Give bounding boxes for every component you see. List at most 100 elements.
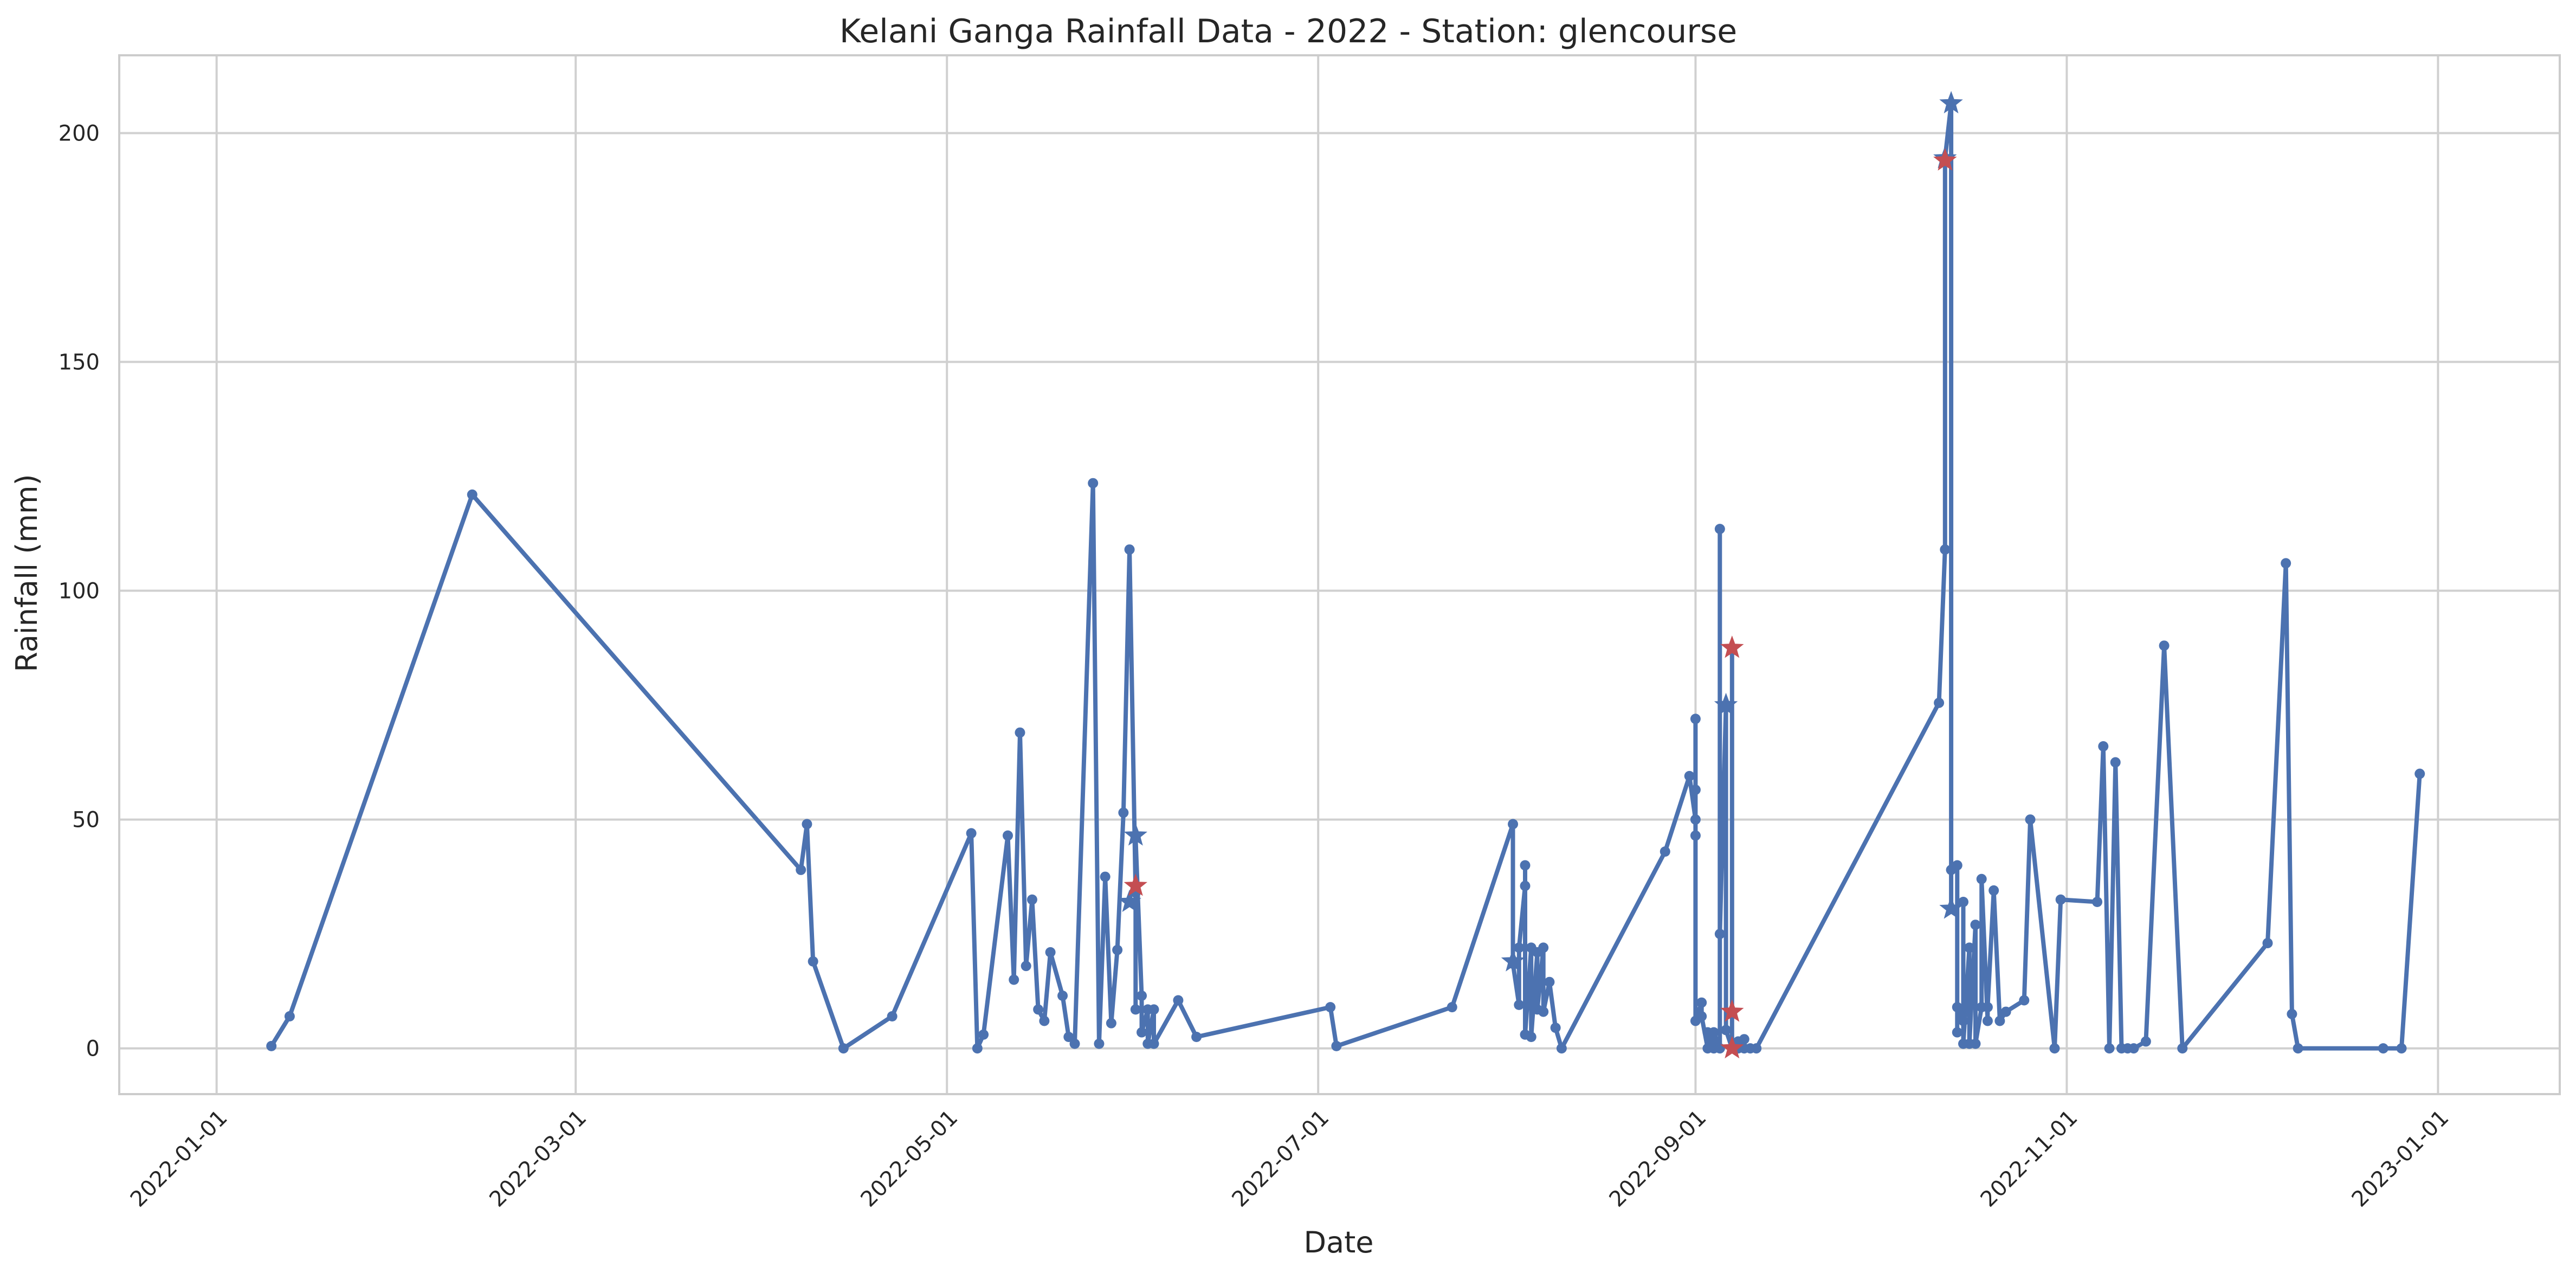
rainfall-point [1331, 1040, 1342, 1051]
rainfall-point [2055, 894, 2066, 905]
rainfall-point [1958, 896, 1969, 907]
grid-lines [119, 55, 2560, 1094]
rainfall-point [2177, 1043, 2188, 1054]
rainfall-point [1106, 1018, 1116, 1029]
rainfall-point [1976, 873, 1987, 884]
rainfall-point [838, 1043, 849, 1054]
rainfall-point [1191, 1031, 1202, 1042]
rainfall-point [1137, 991, 1147, 1001]
y-tick-label: 50 [72, 808, 100, 833]
highlight-star-marker [1720, 1036, 1744, 1059]
rainfall-point [1739, 1034, 1749, 1045]
x-tick-label: 2022-01-01 [126, 1106, 233, 1212]
rainfall-point [2128, 1043, 2139, 1054]
rainfall-point [978, 1029, 989, 1040]
rainfall-point [1934, 697, 1945, 708]
rainfall-point [1021, 961, 1031, 972]
highlight-star-marker [1118, 889, 1141, 912]
plot-border [118, 54, 2561, 1095]
rainfall-point [1958, 1016, 1969, 1026]
rainfall-point [1660, 846, 1670, 857]
rainfall-point [1009, 974, 1019, 985]
rainfall-point [1964, 942, 1975, 953]
rainfall-point [1447, 1002, 1457, 1013]
rainfall-point [2000, 1006, 2011, 1017]
rainfall-point [1173, 995, 1184, 1006]
rainfall-point [1057, 991, 1068, 1001]
rainfall-point [1100, 871, 1111, 882]
rainfall-point [2396, 1043, 2407, 1054]
rainfall-point [1982, 1002, 1993, 1013]
rainfall-point [2262, 937, 2273, 948]
rainfall-point [1940, 544, 1951, 555]
y-tick-label: 200 [59, 121, 100, 146]
rainfall-point [1526, 1031, 1536, 1042]
rainfall-point [1069, 1038, 1080, 1049]
axes-frame [118, 54, 2561, 1095]
y-tick-label: 100 [59, 579, 100, 604]
rainfall-point [1148, 1038, 1159, 1049]
rainfall-point [2098, 741, 2109, 752]
highlight-star-marker [1720, 999, 1744, 1022]
rainfall-point [1544, 976, 1555, 987]
y-axis-label: Rainfall (mm) [10, 474, 44, 672]
rainfall-point [266, 1040, 277, 1051]
rainfall-point [467, 489, 477, 500]
rainfall-point [1696, 997, 1707, 1008]
rainfall-point [802, 819, 812, 830]
rainfall-point [1033, 1004, 1044, 1015]
rainfall-point [1137, 1027, 1147, 1038]
rainfall-point [1026, 894, 1037, 905]
rainfall-point [1514, 942, 1525, 953]
x-tick-label: 2022-03-01 [485, 1106, 591, 1212]
rainfall-point [1538, 942, 1549, 953]
rainfall-point [2025, 814, 2036, 825]
rainfall-point [966, 828, 977, 839]
rainfall-point [1118, 807, 1129, 818]
plot-area [266, 91, 2425, 1059]
rainfall-point [1148, 1004, 1159, 1015]
rainfall-point [1130, 1004, 1141, 1015]
rainfall-point [1690, 814, 1701, 825]
x-tick-label: 2022-07-01 [1227, 1106, 1334, 1212]
rainfall-point [1970, 920, 1981, 930]
x-tick-label: 2022-11-01 [1976, 1106, 2083, 1212]
highlight-star-marker [1720, 635, 1744, 658]
rainfall-point [2287, 1008, 2297, 1019]
rainfall-point [1982, 1016, 1993, 1026]
rainfall-point [1063, 1031, 1074, 1042]
rainfall-point [1690, 714, 1701, 724]
x-tick-label: 2022-05-01 [856, 1106, 963, 1212]
rainfall-point [1550, 1023, 1561, 1033]
rainfall-point [1952, 1027, 1962, 1038]
highlight-star-marker [1714, 692, 1738, 715]
rainfall-point [1112, 944, 1123, 955]
rainfall-point [2092, 896, 2103, 907]
rainfall-point [1690, 785, 1701, 795]
rainfall-point [2414, 768, 2425, 779]
chart-title: Kelani Ganga Rainfall Data - 2022 - Stat… [840, 12, 1737, 50]
highlight-star-marker [1124, 873, 1148, 896]
rainfall-point [1508, 819, 1519, 830]
rainfall-point [2281, 558, 2291, 569]
rainfall-point [972, 1043, 983, 1054]
rainfall-point [1684, 770, 1695, 781]
rainfall-point [1045, 947, 1056, 957]
rainfall-point [284, 1011, 295, 1022]
rainfall-point [2378, 1043, 2388, 1054]
rainfall-point [1994, 1016, 2005, 1026]
rainfall-point [1714, 524, 1725, 535]
rainfall-point [1970, 1038, 1981, 1049]
rainfall-point [2104, 1043, 2115, 1054]
rainfall-point [1538, 1006, 1549, 1017]
rainfall-point [1520, 880, 1531, 891]
rainfall-point [2110, 757, 2121, 768]
rainfall-point [1088, 478, 1099, 489]
rainfall-point [2049, 1043, 2060, 1054]
highlight-star-marker [1939, 896, 1963, 919]
rainfall-point [1708, 1027, 1719, 1038]
rainfall-point [1094, 1038, 1105, 1049]
rainfall-point [808, 956, 818, 967]
rainfall-point [1714, 929, 1725, 940]
